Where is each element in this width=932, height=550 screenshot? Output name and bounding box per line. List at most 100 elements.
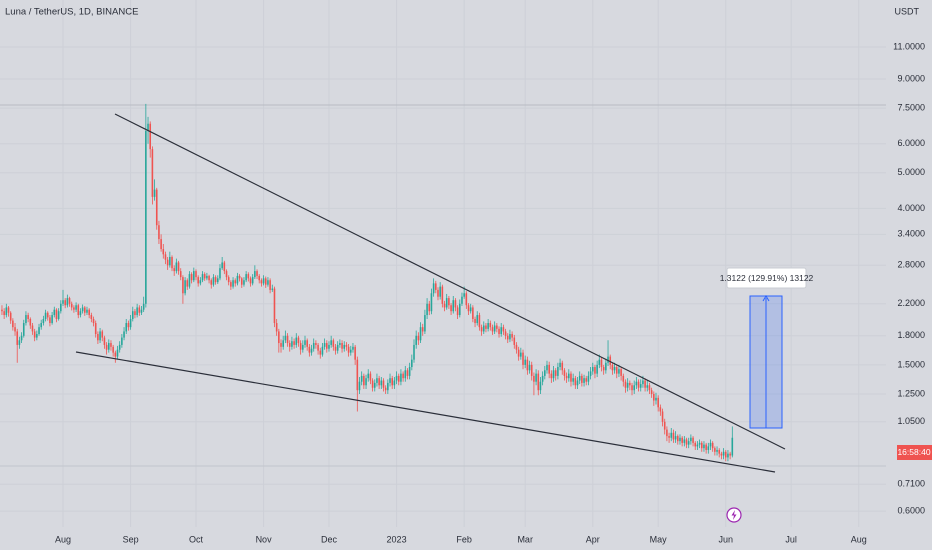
candle-body	[193, 271, 195, 281]
candle-body	[216, 278, 219, 283]
candle-body	[5, 307, 8, 316]
candle-body	[321, 346, 324, 355]
candle-body	[184, 280, 186, 294]
candle-body	[166, 259, 169, 266]
candle-body	[587, 375, 590, 382]
candle-body	[349, 349, 352, 353]
candle-body	[659, 407, 662, 412]
candle-body	[498, 328, 500, 335]
candle-body	[186, 280, 189, 287]
x-tick-label: Apr	[586, 534, 600, 544]
candle-body	[380, 380, 383, 386]
candle-body	[330, 340, 332, 345]
candle-body	[729, 453, 731, 456]
candle-body	[9, 312, 12, 321]
candle-body	[68, 298, 71, 304]
candle-body	[552, 370, 555, 379]
y-tick-label: 4.0000	[897, 203, 925, 213]
candle-body	[426, 303, 428, 316]
candle-body	[284, 335, 287, 341]
candle-body	[472, 307, 474, 319]
candle-body	[596, 364, 598, 374]
candle-body	[520, 352, 522, 357]
candle-body	[12, 320, 14, 328]
candle-body	[402, 373, 404, 379]
candle-body	[319, 350, 322, 355]
candle-body	[557, 367, 559, 376]
candle-body	[524, 359, 526, 365]
x-tick-label: Feb	[456, 534, 472, 544]
candle-body	[264, 278, 267, 285]
candle-body	[262, 278, 265, 284]
candle-body	[291, 341, 293, 347]
candle-body	[116, 349, 119, 357]
candle-body	[160, 239, 162, 250]
candle-body	[354, 346, 356, 360]
candle-body	[489, 323, 492, 328]
candle-body	[20, 335, 23, 341]
candle-body	[522, 352, 524, 365]
y-tick-label: 0.7100	[897, 479, 925, 489]
candle-body	[672, 432, 675, 440]
candle-body	[230, 282, 232, 287]
candle-body	[179, 271, 182, 278]
candle-body	[358, 381, 361, 391]
candle-body	[29, 318, 32, 326]
candle-body	[121, 337, 123, 345]
candle-body	[371, 380, 374, 388]
candle-body	[360, 375, 363, 382]
candle-body	[703, 444, 705, 449]
candle-body	[232, 280, 234, 287]
candle-body	[341, 343, 343, 349]
candle-body	[711, 442, 714, 449]
candle-body	[415, 335, 417, 345]
candle-body	[533, 375, 535, 382]
event-icon-bolt	[731, 510, 737, 520]
candle-body	[469, 307, 472, 312]
measure-label: 1.3122 (129.91%) 13122	[720, 273, 814, 283]
candle-body	[258, 275, 261, 281]
x-tick-label: Dec	[321, 534, 338, 544]
candle-body	[369, 373, 372, 381]
candle-body	[155, 189, 158, 226]
candle-body	[692, 437, 694, 443]
candle-body	[238, 275, 241, 279]
candle-body	[190, 274, 193, 281]
candles	[1, 103, 734, 462]
y-tick-label: 5.0000	[897, 167, 925, 177]
candle-body	[731, 437, 734, 456]
x-tick-label: Aug	[851, 534, 867, 544]
candle-body	[714, 448, 716, 452]
y-tick-label: 2.2000	[897, 298, 925, 308]
candle-body	[332, 340, 335, 347]
candle-body	[240, 278, 243, 285]
candle-body	[25, 315, 27, 324]
candle-body	[583, 378, 585, 383]
candle-body	[395, 375, 398, 381]
y-tick-label: 0.6000	[897, 505, 925, 515]
candle-body	[70, 303, 73, 308]
candle-body	[142, 303, 145, 310]
candle-body	[561, 362, 564, 371]
candle-body	[123, 331, 125, 338]
candle-body	[509, 334, 511, 340]
candle-body	[448, 298, 450, 306]
candle-body	[55, 309, 58, 319]
candle-body	[585, 378, 588, 382]
candle-body	[653, 393, 655, 401]
candle-body	[406, 370, 409, 376]
candle-body	[465, 293, 468, 306]
candle-body	[605, 362, 607, 371]
candle-body	[66, 298, 69, 306]
candle-body	[286, 335, 289, 344]
candle-body	[365, 378, 367, 386]
x-tick-label: Nov	[256, 534, 273, 544]
candle-body	[685, 439, 688, 445]
candle-body	[600, 359, 603, 368]
candle-body	[655, 397, 657, 401]
candle-body	[629, 382, 631, 386]
candle-body	[650, 390, 653, 394]
candle-body	[367, 373, 370, 379]
candle-body	[84, 307, 86, 313]
candle-body	[674, 436, 677, 440]
